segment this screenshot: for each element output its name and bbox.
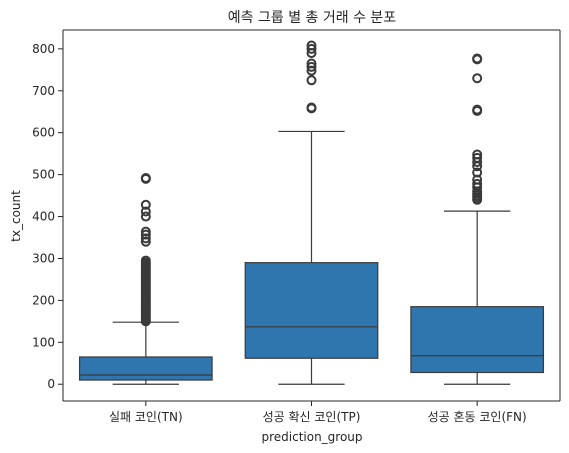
y-tick-label: 200 xyxy=(32,293,55,307)
y-tick-label: 700 xyxy=(32,84,55,98)
box-iqr xyxy=(244,262,379,359)
outlier-point xyxy=(472,149,483,160)
outlier-point xyxy=(472,104,483,115)
outlier-point xyxy=(306,43,317,54)
outlier-point xyxy=(140,233,151,244)
outlier-point xyxy=(306,102,317,113)
y-tick-label: 800 xyxy=(32,42,55,56)
box-iqr xyxy=(78,356,213,381)
outlier-point xyxy=(472,178,483,189)
box-iqr xyxy=(410,306,545,374)
y-axis-label: tx_count xyxy=(9,190,23,242)
outlier-point xyxy=(472,167,483,178)
outlier-point xyxy=(472,152,483,163)
y-tick-label: 600 xyxy=(32,126,55,140)
outlier-point xyxy=(140,255,151,266)
plot-area: 0 100 200 300 400 500 600 700 800 실패 코인(TN) 성공 확신 … xyxy=(32,29,561,424)
outlier-point xyxy=(472,73,483,84)
outlier-point xyxy=(306,40,317,51)
y-tick-label: 300 xyxy=(32,251,55,265)
chart-title: 예측 그룹 별 총 거래 수 분포 xyxy=(228,10,397,26)
y-tick-label: 100 xyxy=(32,335,55,349)
x-tick-label: 실패 코인(TN) xyxy=(109,410,183,424)
y-tick-label: 500 xyxy=(32,168,55,182)
x-tick-label: 성공 확신 코인(TP) xyxy=(263,410,361,424)
outlier-point xyxy=(140,172,151,183)
outlier-point xyxy=(306,58,317,69)
outlier-point xyxy=(306,61,317,72)
outlier-point xyxy=(140,199,151,210)
x-tick-label: 성공 혼동 코인(FN) xyxy=(428,410,527,424)
outlier-point xyxy=(140,226,151,237)
outlier-point xyxy=(472,53,483,64)
x-axis-label: prediction_group xyxy=(261,430,362,444)
outlier-point xyxy=(140,211,151,222)
outlier-point xyxy=(140,206,151,217)
y-tick-label: 0 xyxy=(47,377,55,391)
y-tick-label: 400 xyxy=(32,210,55,224)
outlier-point xyxy=(306,75,317,86)
